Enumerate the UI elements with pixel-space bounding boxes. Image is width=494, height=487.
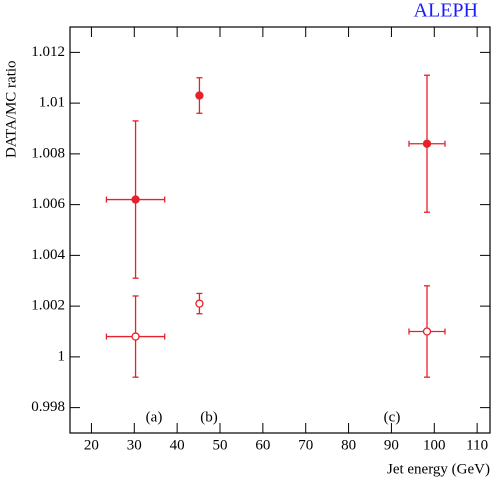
- y-tick-label: 1.01: [39, 95, 65, 111]
- point: [195, 299, 204, 308]
- annotation: (a): [146, 409, 163, 425]
- annotation: (b): [200, 409, 218, 425]
- y-tick-label: 1.012: [31, 44, 65, 60]
- x-tick-label: 60: [255, 437, 270, 453]
- x-tick-label: 110: [466, 437, 488, 453]
- x-tick-label: 50: [213, 437, 228, 453]
- y-tick-label: 1.006: [31, 196, 65, 212]
- x-tick-label: 40: [170, 437, 185, 453]
- point: [422, 139, 432, 148]
- y-tick-label: 1: [58, 348, 66, 364]
- x-axis-label: Jet energy (GeV): [387, 461, 490, 477]
- y-tick-label: 1.004: [31, 247, 65, 263]
- y-tick-label: 0.998: [31, 399, 65, 415]
- x-tick-label: 20: [84, 437, 99, 453]
- y-tick-label: 1.002: [31, 298, 65, 314]
- x-tick-label: 80: [341, 437, 356, 453]
- x-tick-label: 70: [298, 437, 313, 453]
- x-tick-label: 100: [423, 437, 446, 453]
- y-tick-label: 1.008: [31, 145, 65, 161]
- plot-frame: [69, 26, 491, 434]
- point: [131, 195, 140, 204]
- point: [422, 327, 432, 336]
- x-tick-label: 90: [384, 437, 399, 453]
- annotation: (c): [384, 409, 401, 425]
- point: [131, 332, 140, 341]
- y-axis-label: DATA/MC ratio: [3, 60, 19, 158]
- chart-title: ALEPH: [414, 0, 478, 22]
- x-tick-label: 30: [127, 437, 142, 453]
- point: [195, 91, 204, 100]
